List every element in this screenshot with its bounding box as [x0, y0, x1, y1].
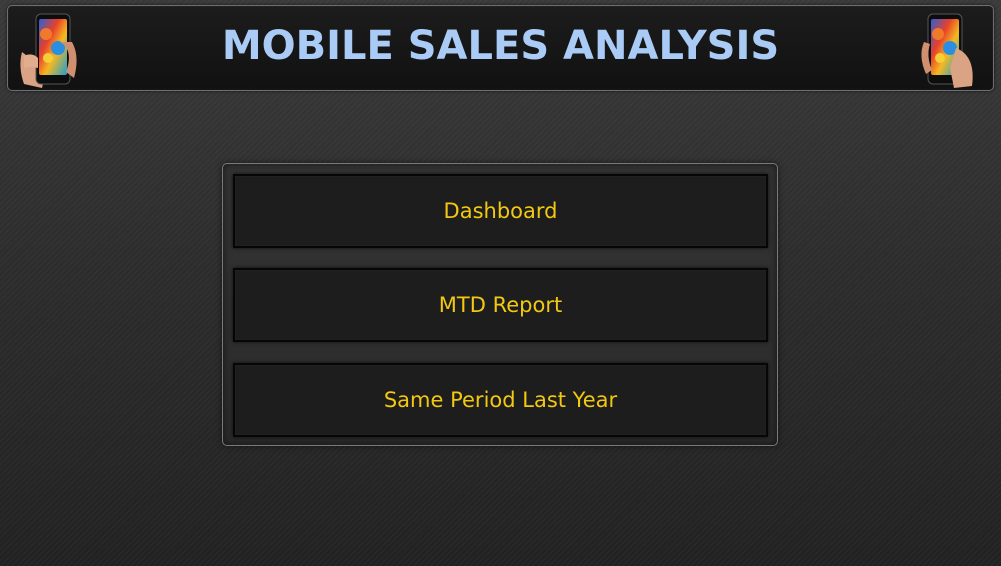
dashboard-button[interactable]: Dashboard: [233, 174, 768, 248]
same-period-last-year-button-label: Same Period Last Year: [383, 388, 618, 412]
navigation-panel: Dashboard MTD Report Same Period Last Ye…: [222, 163, 778, 446]
smartphone-in-hand-icon: [921, 13, 973, 88]
header-banner: MOBILE SALES ANALYSIS: [7, 5, 994, 91]
same-period-last-year-button[interactable]: Same Period Last Year: [233, 363, 768, 437]
smartphone-in-hand-icon: [20, 13, 77, 88]
mtd-report-button-label: MTD Report: [438, 293, 563, 317]
mtd-report-button[interactable]: MTD Report: [233, 268, 768, 342]
dashboard-button-label: Dashboard: [443, 199, 558, 223]
page-title: MOBILE SALES ANALYSIS: [221, 23, 780, 69]
